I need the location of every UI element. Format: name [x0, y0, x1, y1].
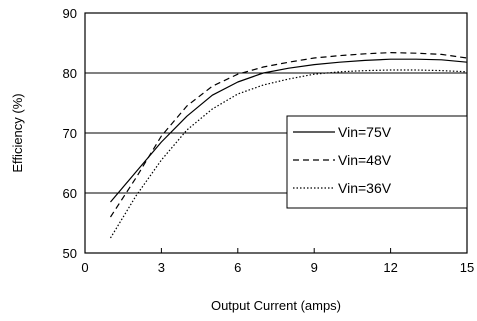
- legend-label: Vin=75V: [338, 124, 392, 140]
- legend-box: [286, 115, 468, 209]
- x-tick-label: 12: [383, 260, 397, 275]
- y-tick-label: 50: [63, 246, 77, 261]
- y-axis-title: Efficiency (%): [10, 93, 25, 172]
- y-tick-label: 70: [63, 126, 77, 141]
- legend-label: Vin=48V: [338, 152, 392, 168]
- y-tick-label: 80: [63, 66, 77, 81]
- x-tick-label: 3: [158, 260, 165, 275]
- series-line-vin-75v: [110, 58, 468, 203]
- series-lines: [109, 51, 468, 239]
- x-tick-label: 15: [460, 260, 474, 275]
- y-axis-ticks: 50 60 70 80 90: [63, 6, 90, 261]
- x-tick-label: 0: [81, 260, 88, 275]
- legend-label: Vin=36V: [338, 180, 392, 196]
- x-axis-title: Output Current (amps): [211, 298, 341, 313]
- legend: Vin=75V Vin=48V Vin=36V: [286, 115, 468, 209]
- y-tick-label: 90: [63, 6, 77, 21]
- x-tick-label: 9: [311, 260, 318, 275]
- series-line-vin-36v: [109, 69, 468, 239]
- x-tick-label: 6: [234, 260, 241, 275]
- x-axis-ticks: 0 3 6 9 12 15: [81, 248, 474, 275]
- y-tick-label: 60: [63, 186, 77, 201]
